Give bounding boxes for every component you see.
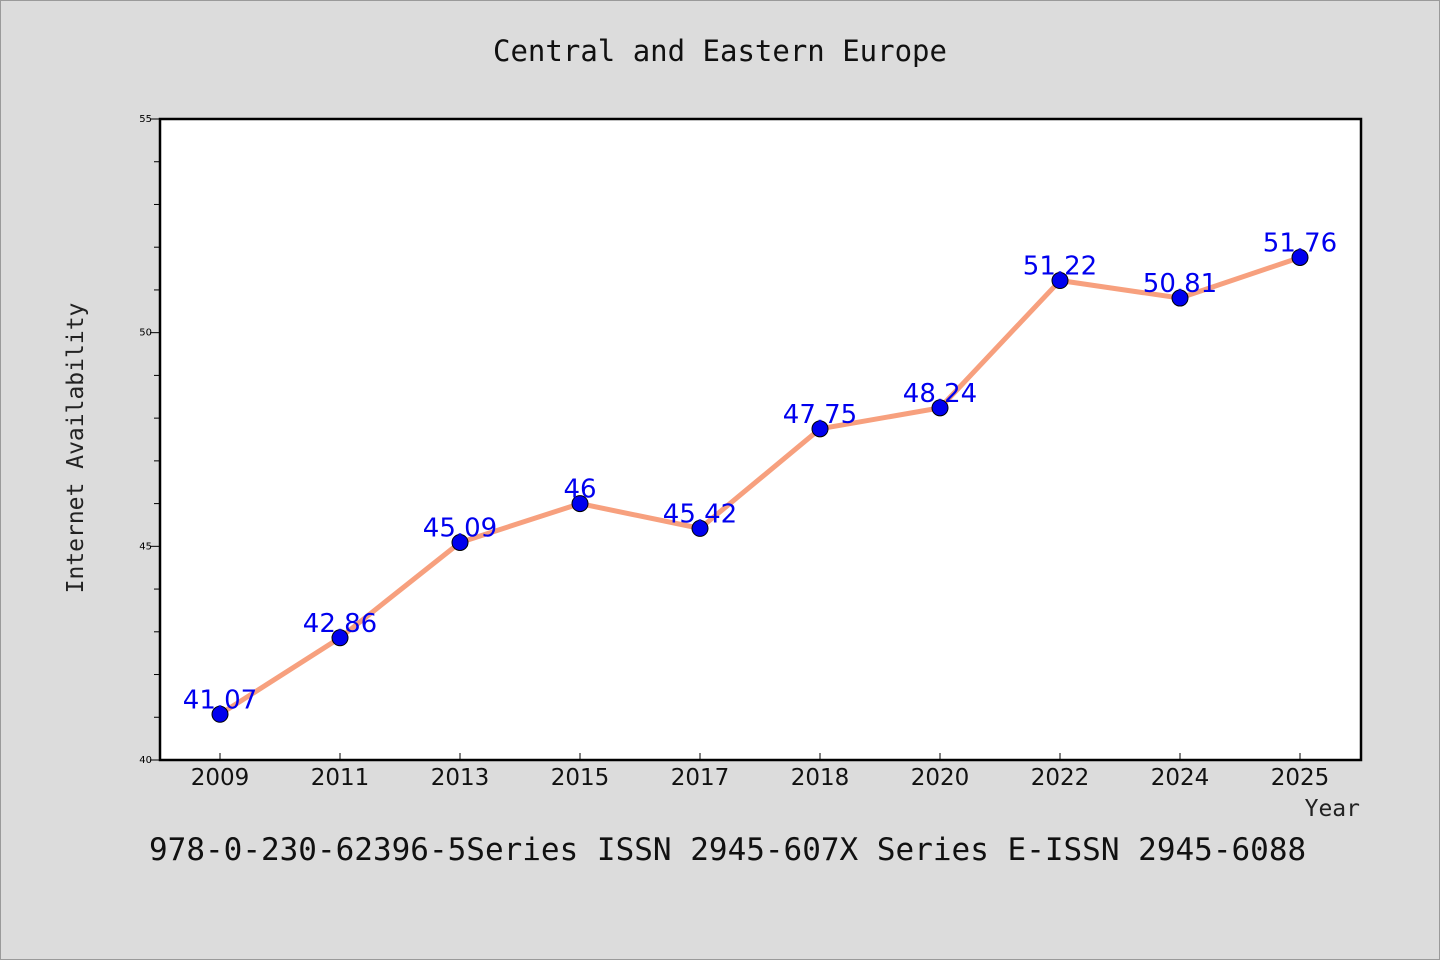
- data-label: 47.75: [783, 400, 857, 430]
- x-axis-label: Year: [1304, 796, 1360, 822]
- x-tick-label: 2025: [1271, 765, 1330, 791]
- x-tick-label: 2017: [671, 765, 730, 791]
- footer-isbn-issn: 978-0-230-62396-5Series ISSN 2945-607X S…: [149, 832, 1307, 868]
- data-label: 51.76: [1263, 228, 1337, 258]
- data-label: 51.22: [1023, 252, 1097, 282]
- plot-border: [158, 117, 1363, 762]
- data-point: [931, 399, 949, 417]
- data-point: [331, 629, 349, 647]
- y-tick-label: 45: [139, 541, 152, 552]
- data-label: 42.86: [303, 609, 377, 639]
- x-axis-ticks: 2009 2011 2013 2015 2017 2018 2020 2022 2024 2025: [191, 753, 1330, 791]
- x-tick-label: 2015: [551, 765, 610, 791]
- data-point: [211, 705, 229, 723]
- y-tick-label: 40: [139, 755, 152, 766]
- data-point: [691, 519, 709, 537]
- plot-area: [160, 119, 1361, 760]
- data-point: [1051, 272, 1069, 290]
- data-label: 45.42: [663, 499, 737, 529]
- x-tick-label: 2013: [431, 765, 490, 791]
- x-tick-label: 2022: [1031, 765, 1090, 791]
- x-tick-label: 2020: [911, 765, 970, 791]
- x-tick-label: 2024: [1151, 765, 1210, 791]
- y-axis-ticks: 40 45 50 55: [139, 114, 160, 766]
- series-layer: 41.07 42.86 45.09 46 45.42 47.75 48.24 51.22 50.…: [183, 228, 1337, 723]
- y-tick-label: 50: [139, 328, 152, 339]
- data-point: [571, 495, 589, 513]
- series-line: [217, 254, 1303, 717]
- data-point: [811, 420, 829, 438]
- data-label: 50.81: [1143, 269, 1217, 299]
- data-label: 41.07: [183, 685, 257, 715]
- x-tick-label: 2011: [311, 765, 370, 791]
- y-tick-label: 55: [139, 114, 152, 125]
- data-point: [1291, 248, 1309, 266]
- data-point: [451, 533, 469, 551]
- chart-title: Central and Eastern Europe: [493, 34, 947, 68]
- data-point: [1171, 289, 1189, 307]
- x-tick-label: 2009: [191, 765, 250, 791]
- data-label: 45.09: [423, 513, 497, 543]
- data-label: 46: [563, 475, 596, 505]
- data-label: 48.24: [903, 379, 977, 409]
- x-tick-label: 2018: [791, 765, 850, 791]
